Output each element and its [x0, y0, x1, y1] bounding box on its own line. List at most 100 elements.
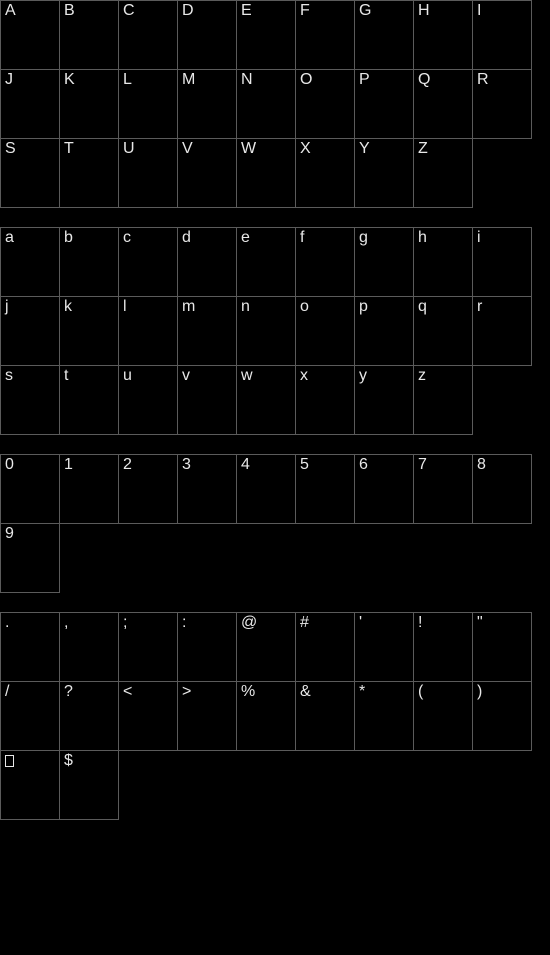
glyph-cell: M — [177, 69, 237, 139]
glyph: z — [418, 368, 426, 384]
glyph-cell: V — [177, 138, 237, 208]
glyph-cell: A — [0, 0, 60, 70]
glyph: H — [418, 3, 430, 19]
glyph: Q — [418, 72, 430, 88]
character-map: ABCDEFGHIJKLMNOPQRSTUVWXYZabcdefghijklmn… — [0, 1, 550, 820]
glyph-cell: k — [59, 296, 119, 366]
glyph: w — [241, 368, 253, 384]
glyph: 6 — [359, 457, 368, 473]
glyph: % — [241, 684, 255, 700]
glyph: 3 — [182, 457, 191, 473]
glyph: ? — [64, 684, 73, 700]
glyph: u — [123, 368, 132, 384]
glyph: d — [182, 230, 191, 246]
glyph: A — [5, 3, 16, 19]
glyph-cell: 1 — [59, 454, 119, 524]
glyph-cell: ! — [413, 612, 473, 682]
glyph-cell: @ — [236, 612, 296, 682]
glyph: W — [241, 141, 256, 157]
glyph: P — [359, 72, 370, 88]
glyph-cell: 5 — [295, 454, 355, 524]
glyph: c — [123, 230, 131, 246]
glyph: O — [300, 72, 312, 88]
glyph-cell: > — [177, 681, 237, 751]
glyph-cell: v — [177, 365, 237, 435]
glyph-cell: p — [354, 296, 414, 366]
glyph: F — [300, 3, 310, 19]
glyph: U — [123, 141, 135, 157]
glyph: K — [64, 72, 75, 88]
glyph: T — [64, 141, 74, 157]
glyph: a — [5, 230, 14, 246]
glyph-cell: d — [177, 227, 237, 297]
glyph-cell: u — [118, 365, 178, 435]
glyph-cell: 6 — [354, 454, 414, 524]
glyph: N — [241, 72, 253, 88]
glyph-cell: , — [59, 612, 119, 682]
glyph-cell: W — [236, 138, 296, 208]
glyph: ; — [123, 615, 127, 631]
glyph: S — [5, 141, 16, 157]
glyph: k — [64, 299, 72, 315]
glyph-cell: 8 — [472, 454, 532, 524]
glyph-cell: / — [0, 681, 60, 751]
glyph-cell: 3 — [177, 454, 237, 524]
glyph: 4 — [241, 457, 250, 473]
glyph-cell: ? — [59, 681, 119, 751]
glyph: s — [5, 368, 13, 384]
glyph: I — [477, 3, 481, 19]
glyph: > — [182, 684, 191, 700]
glyph: ( — [418, 684, 423, 700]
glyph-cell: B — [59, 0, 119, 70]
glyph: G — [359, 3, 371, 19]
glyph-cell: : — [177, 612, 237, 682]
glyph-cell: N — [236, 69, 296, 139]
glyph: $ — [64, 753, 73, 769]
glyph: & — [300, 684, 311, 700]
group-uppercase: ABCDEFGHIJKLMNOPQRSTUVWXYZ — [1, 1, 542, 208]
glyph-cell: b — [59, 227, 119, 297]
glyph-cell: < — [118, 681, 178, 751]
glyph-cell: h — [413, 227, 473, 297]
glyph: 7 — [418, 457, 427, 473]
glyph: M — [182, 72, 195, 88]
glyph: R — [477, 72, 489, 88]
glyph-cell: # — [295, 612, 355, 682]
glyph-cell: f — [295, 227, 355, 297]
glyph: J — [5, 72, 13, 88]
glyph-cell: Q — [413, 69, 473, 139]
glyph-cell: 7 — [413, 454, 473, 524]
glyph: , — [64, 615, 68, 631]
glyph: Z — [418, 141, 428, 157]
glyph-cell — [0, 750, 60, 820]
glyph-cell: X — [295, 138, 355, 208]
glyph: ! — [418, 615, 422, 631]
glyph-cell: 0 — [0, 454, 60, 524]
glyph-cell: $ — [59, 750, 119, 820]
glyph-cell: l — [118, 296, 178, 366]
glyph-cell: U — [118, 138, 178, 208]
glyph: o — [300, 299, 309, 315]
glyph-cell: o — [295, 296, 355, 366]
group-lowercase: abcdefghijklmnopqrstuvwxyz — [1, 228, 542, 435]
glyph-cell: ' — [354, 612, 414, 682]
glyph: p — [359, 299, 368, 315]
glyph-cell: * — [354, 681, 414, 751]
glyph: q — [418, 299, 427, 315]
group-digits: 0123456789 — [1, 455, 542, 593]
glyph-cell: 2 — [118, 454, 178, 524]
glyph-cell: O — [295, 69, 355, 139]
glyph: b — [64, 230, 73, 246]
glyph-cell: e — [236, 227, 296, 297]
glyph-cell: J — [0, 69, 60, 139]
glyph: n — [241, 299, 250, 315]
glyph: L — [123, 72, 132, 88]
glyph: < — [123, 684, 132, 700]
glyph: B — [64, 3, 75, 19]
glyph: : — [182, 615, 186, 631]
glyph-cell: ( — [413, 681, 473, 751]
glyph: ) — [477, 684, 482, 700]
glyph: 2 — [123, 457, 132, 473]
glyph-cell: ; — [118, 612, 178, 682]
glyph-cell: & — [295, 681, 355, 751]
